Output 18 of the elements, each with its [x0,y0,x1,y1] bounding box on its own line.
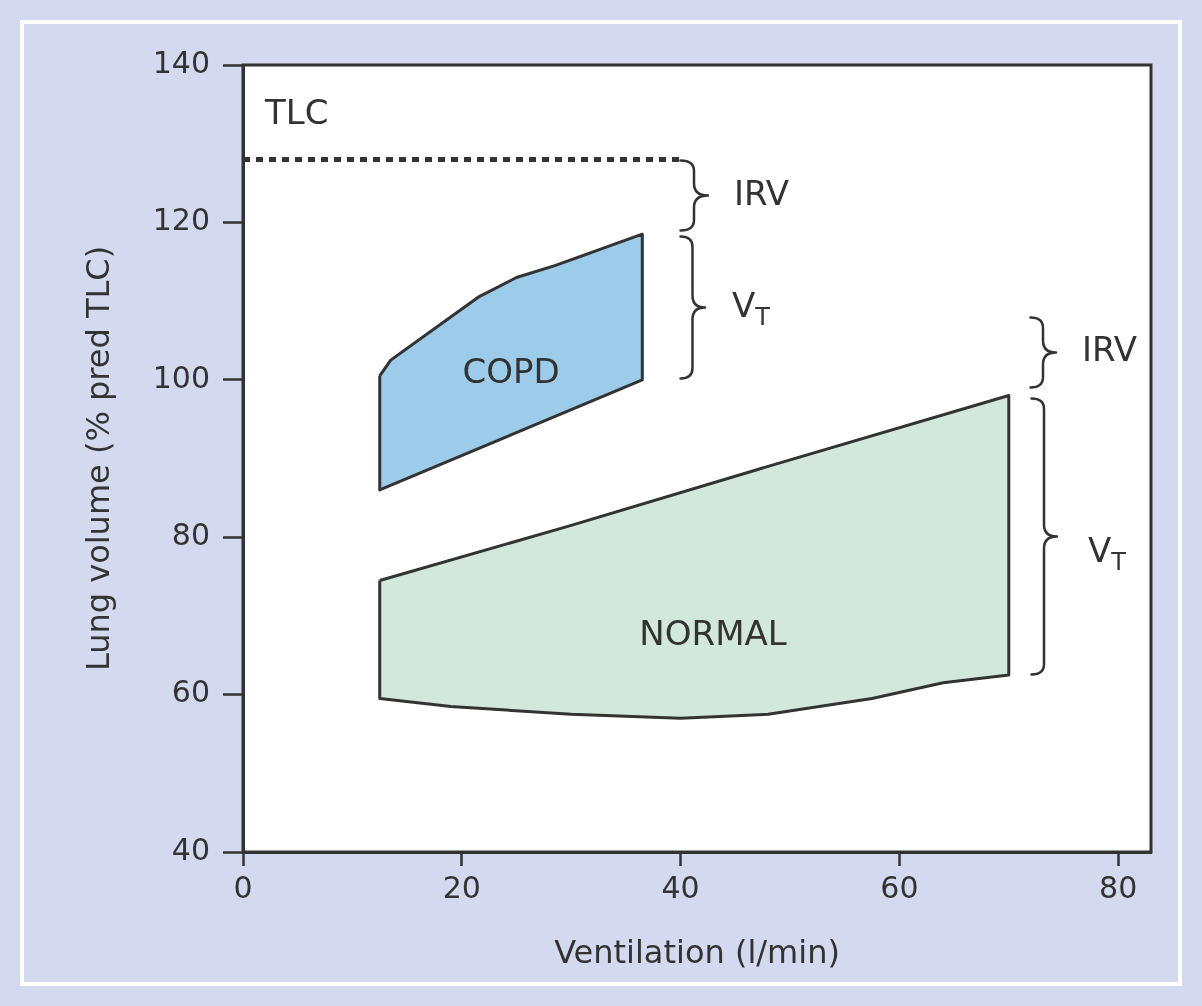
x-tick-label: 40 [661,869,700,905]
y-tick-label: 140 [152,44,210,80]
y-tick-label: 40 [171,831,210,867]
y-tick-label: 120 [152,202,210,238]
x-tick-label: 60 [880,869,919,905]
y-tick-label: 60 [171,674,210,710]
y-axis-title: Lung volume (% pred TLC) [78,245,117,672]
series-label: COPD [462,350,560,391]
y-tick-label: 80 [171,517,210,552]
x-tick-label: 20 [442,869,481,905]
annotation: IRV [1082,328,1138,369]
series-label: NORMAL [639,612,787,653]
y-tick-label: 100 [152,359,210,395]
x-tick-label: 0 [233,869,253,905]
annotation: IRV [734,172,790,213]
annotation: TLC [264,92,329,133]
x-axis-title: Ventilation (l/min) [554,933,840,972]
x-tick-label: 80 [1099,869,1138,905]
